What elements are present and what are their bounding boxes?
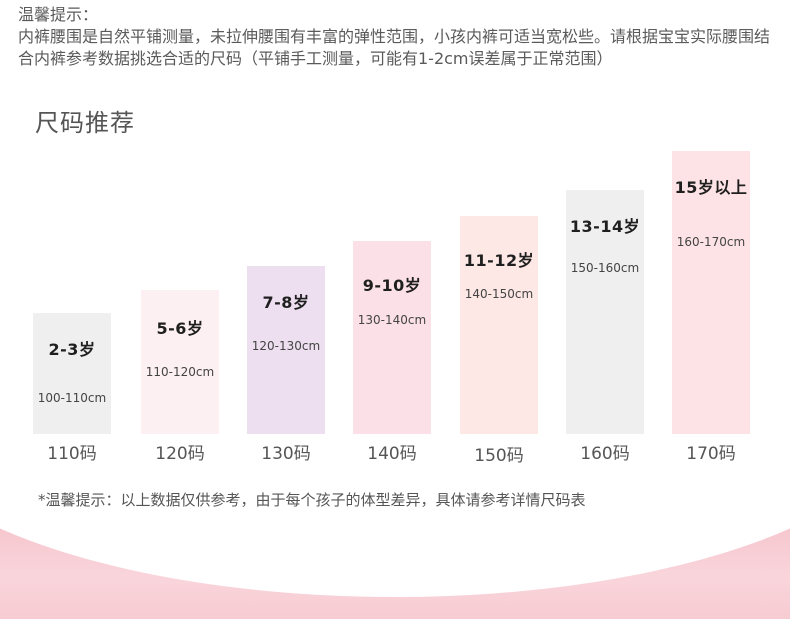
notice-heading: 温馨提示：: [18, 5, 99, 24]
age-label: 9-10岁: [362, 276, 422, 295]
notice-line-2: 合内裤参考数据挑选合适的尺码（平铺手工测量，可能有1-2cm误差属于正常范围）: [18, 49, 613, 68]
size-column-170: 15岁以上 160-170cm: [672, 151, 750, 434]
size-label-140: 140码: [367, 444, 417, 464]
range-label: 110-120cm: [145, 365, 215, 379]
range-label: 120-130cm: [251, 339, 321, 353]
age-label: 11-12岁: [463, 251, 535, 270]
size-label-160: 160码: [580, 444, 630, 464]
size-column-150: 11-12岁 140-150cm: [460, 216, 538, 434]
age-label: 5-6岁: [156, 319, 204, 338]
notice-line-1: 内裤腰围是自然平铺测量，未拉伸腰围有丰富的弹性范围，小孩内裤可适当宽松些。请根据…: [18, 27, 771, 46]
size-column-120: 5-6岁 110-120cm: [141, 290, 219, 434]
range-label: 160-170cm: [676, 235, 746, 249]
size-label-120: 120码: [155, 444, 205, 464]
size-column-130: 7-8岁 120-130cm: [247, 266, 325, 434]
range-label: 130-140cm: [357, 313, 427, 327]
range-label: 140-150cm: [464, 287, 534, 301]
size-column-160: 13-14岁 150-160cm: [566, 190, 644, 434]
age-label: 7-8岁: [262, 293, 310, 312]
size-label-170: 170码: [686, 444, 736, 464]
age-label: 2-3岁: [48, 340, 96, 359]
section-title: 尺码推荐: [35, 109, 135, 137]
size-column-140: 9-10岁 130-140cm: [353, 241, 431, 434]
size-label-110: 110码: [47, 444, 97, 464]
age-label: 15岁以上: [674, 178, 748, 197]
size-label-130: 130码: [261, 444, 311, 464]
range-label: 150-160cm: [570, 261, 640, 275]
bottom-wave-decoration: [0, 515, 790, 619]
notice: 温馨提示： 内裤腰围是自然平铺测量，未拉伸腰围有丰富的弹性范围，小孩内裤可适当宽…: [18, 4, 786, 70]
size-column-110: 2-3岁 100-110cm: [33, 313, 111, 434]
age-label: 13-14岁: [569, 217, 641, 236]
footnote: *温馨提示：以上数据仅供参考，由于每个孩子的体型差异，具体请参考详情尺码表: [38, 491, 586, 509]
range-label: 100-110cm: [37, 391, 107, 405]
size-label-150: 150码: [474, 446, 524, 466]
